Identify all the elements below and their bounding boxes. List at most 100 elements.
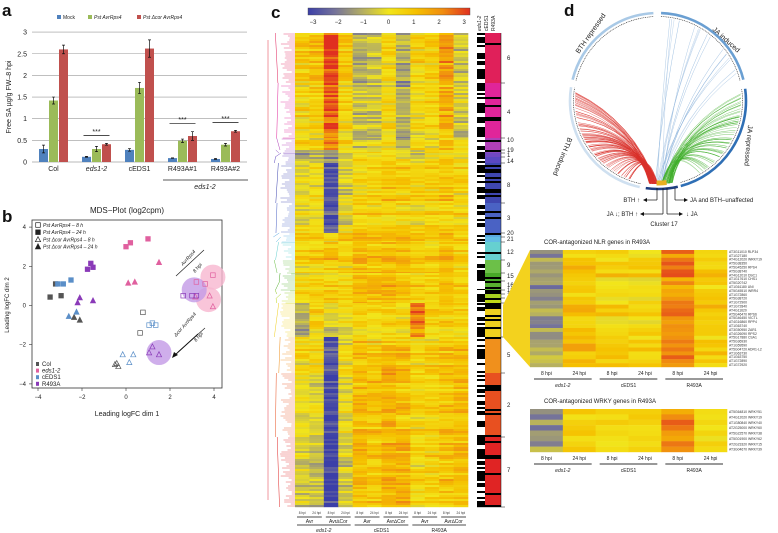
strip-cell bbox=[477, 205, 485, 208]
heatmap-cell bbox=[453, 241, 469, 243]
heatmap-cell bbox=[309, 419, 325, 422]
heatmap-cell bbox=[395, 248, 411, 251]
strip-cell bbox=[485, 433, 501, 436]
heatmap-cell bbox=[381, 471, 397, 474]
heatmap-cell bbox=[424, 407, 440, 410]
heatmap-cell bbox=[381, 441, 397, 444]
heatmap-cell bbox=[453, 385, 469, 388]
heatmap-cell bbox=[424, 199, 440, 202]
heatmap-cell bbox=[295, 292, 310, 295]
heatmap-cell bbox=[367, 53, 382, 56]
heatmap-cell bbox=[381, 425, 397, 428]
heatmap-cell bbox=[352, 169, 368, 172]
heatmap-cell bbox=[424, 399, 440, 402]
strip-cell bbox=[477, 479, 485, 482]
strip-cell bbox=[485, 47, 501, 50]
heatmap-cell bbox=[352, 270, 368, 273]
heatmap-cell bbox=[323, 296, 339, 299]
heatmap-cell bbox=[595, 335, 629, 340]
heatmap-cell bbox=[338, 142, 353, 145]
heatmap-cell bbox=[410, 323, 426, 326]
heatmap-cell bbox=[323, 389, 339, 392]
heatmap-cell bbox=[381, 153, 397, 156]
cluster-label: 3 bbox=[507, 216, 511, 222]
heatmap-cell bbox=[352, 213, 368, 216]
heatmap-cell bbox=[694, 359, 728, 364]
heatmap-cell bbox=[338, 221, 353, 224]
heatmap-cell bbox=[410, 227, 426, 230]
heatmap-cell bbox=[338, 359, 353, 362]
heatmap-cell bbox=[352, 302, 368, 304]
heatmap-cell bbox=[395, 264, 411, 267]
strip-cell bbox=[485, 195, 501, 198]
heatmap-cell bbox=[562, 296, 596, 301]
heatmap-cell bbox=[295, 379, 310, 382]
strip-cell bbox=[477, 115, 485, 118]
heatmap-cell bbox=[352, 135, 368, 138]
annotation-dcor-time: 8 hpi bbox=[193, 331, 205, 343]
strip-cell bbox=[477, 325, 485, 328]
heatmap-cell bbox=[295, 283, 310, 286]
heatmap-cell bbox=[381, 77, 397, 80]
heatmap-cell bbox=[661, 446, 695, 453]
heatmap-cell bbox=[439, 131, 454, 134]
strip-cell bbox=[485, 148, 501, 151]
heatmap-cell bbox=[381, 381, 397, 384]
heatmap-cell bbox=[295, 51, 310, 54]
heatmap-cell bbox=[453, 485, 469, 488]
heatmap-cell bbox=[381, 349, 397, 352]
heatmap-cell bbox=[530, 261, 564, 266]
heatmap-cell bbox=[309, 237, 325, 240]
heatmap-cell bbox=[453, 309, 469, 312]
heatmap-cell bbox=[530, 292, 564, 297]
heatmap-cell bbox=[530, 300, 564, 305]
heatmap-cell bbox=[453, 258, 469, 261]
heatmap-cell bbox=[395, 279, 411, 282]
heatmap-cell bbox=[424, 165, 440, 168]
heatmap-cell bbox=[295, 475, 310, 478]
heatmap-cell bbox=[439, 389, 454, 392]
heatmap-cell bbox=[367, 467, 382, 470]
heatmap-cell bbox=[424, 233, 440, 236]
heatmap-cell bbox=[453, 375, 469, 378]
heatmap-cell bbox=[395, 287, 411, 290]
heatmap-cell bbox=[309, 211, 325, 214]
heatmap-cell bbox=[381, 505, 397, 508]
heatmap-cell bbox=[381, 298, 397, 301]
heatmap-cell bbox=[410, 242, 426, 245]
heatmap-cell bbox=[323, 85, 339, 88]
heatmap-cell bbox=[338, 105, 353, 108]
heatmap-cell bbox=[295, 453, 310, 456]
data-point bbox=[55, 281, 61, 287]
strip-cell bbox=[477, 357, 485, 360]
heatmap-cell bbox=[381, 421, 397, 424]
heatmap-cell bbox=[309, 427, 325, 430]
heatmap-cell bbox=[453, 189, 469, 192]
strip-cell bbox=[477, 383, 485, 386]
strip-cell bbox=[485, 495, 501, 498]
heatmap-cell bbox=[295, 487, 310, 490]
heatmap-cell bbox=[381, 397, 397, 400]
heatmap-cell bbox=[410, 279, 426, 282]
heatmap-cell bbox=[410, 231, 426, 234]
strip-cell bbox=[485, 457, 501, 460]
heatmap-cell bbox=[562, 335, 596, 340]
heatmap-cell bbox=[381, 300, 397, 303]
heatmap-cell bbox=[323, 252, 339, 255]
heatmap-cell bbox=[367, 491, 382, 494]
heatmap-cell bbox=[381, 33, 397, 36]
heatmap-cell bbox=[323, 33, 339, 36]
y-tick-label: 3 bbox=[23, 30, 27, 37]
heatmap-cell bbox=[323, 421, 339, 424]
heatmap-cell bbox=[439, 455, 454, 458]
heatmap-cell bbox=[381, 45, 397, 48]
heatmap-cell bbox=[395, 443, 411, 446]
heatmap-cell bbox=[661, 414, 695, 420]
heatmap-cell bbox=[309, 43, 325, 46]
heatmap-cell bbox=[381, 137, 397, 139]
heatmap-cell bbox=[661, 265, 695, 270]
heatmap-cell bbox=[295, 185, 310, 188]
heatmap-cell bbox=[410, 443, 426, 446]
heatmap-cell bbox=[410, 235, 426, 238]
heatmap-cell bbox=[410, 37, 426, 40]
